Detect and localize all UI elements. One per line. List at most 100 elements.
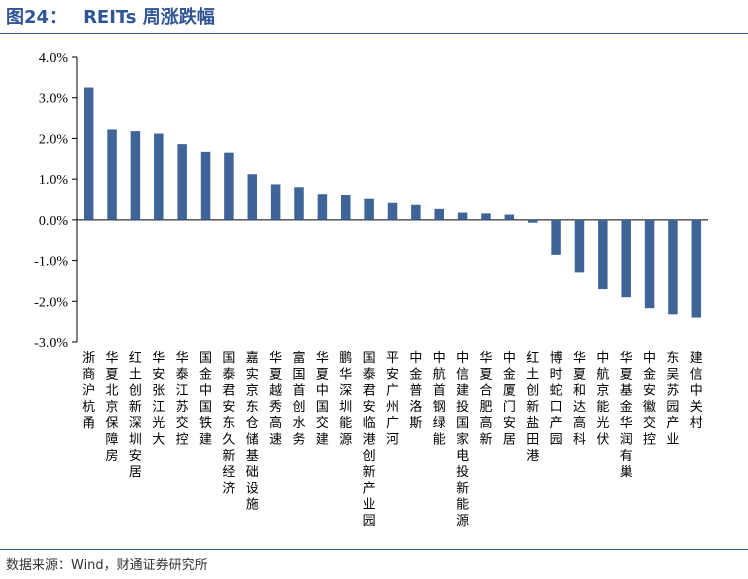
category-label-char: 新: [363, 464, 376, 480]
category-label-char: 投: [456, 464, 469, 480]
category-label-char: 久: [222, 433, 235, 448]
bar: [83, 87, 94, 220]
category-label-char: 交: [316, 415, 329, 431]
y-tick-group: 4.0% 3.0% 2.0% 1.0% 0.0% -1.0% -2.0% -3.0%: [34, 51, 77, 351]
category-label-char: 河: [386, 433, 399, 448]
category-label-char: 巢: [620, 465, 633, 480]
category-label-char: 时: [550, 367, 563, 382]
bar: [341, 195, 351, 220]
category-label-char: 能: [596, 400, 609, 415]
category-label-char: 华: [316, 351, 329, 366]
category-label-char: 安: [386, 367, 399, 382]
category-label-char: 江: [152, 400, 165, 415]
category-label-char: 务: [293, 432, 306, 448]
category-label-char: 金: [620, 399, 633, 415]
category-label-char: 控: [176, 433, 189, 448]
bar: [434, 208, 444, 220]
bar: [644, 219, 655, 309]
category-label-char: 州: [386, 400, 399, 415]
bar: [177, 144, 187, 220]
category-label-char: 京: [596, 384, 609, 399]
category-label-char: 家: [456, 432, 469, 448]
category-label-char: 国: [456, 416, 469, 431]
category-label-char: 中: [316, 384, 329, 399]
category-label-char: 创: [363, 449, 376, 464]
category-label-char: 首: [293, 384, 306, 399]
category-label-char: 东: [222, 416, 235, 431]
category-label-char: 泰: [176, 367, 189, 382]
bar: [154, 133, 164, 220]
category-label-char: 交: [176, 415, 189, 431]
category-label-char: 东: [666, 351, 679, 366]
category-label-char: 基: [246, 449, 259, 464]
bar: [574, 219, 585, 273]
y-tick-label: 3.0%: [39, 92, 69, 107]
figure-title: 图24： REITs 周涨跌幅: [6, 3, 215, 29]
category-label-char: 蛇: [550, 384, 563, 399]
category-label-char: 绿: [433, 416, 446, 431]
category-label-char: 高: [573, 415, 586, 431]
category-label-char: 港: [526, 449, 539, 464]
category-label-char: 肥: [479, 400, 492, 415]
category-label-char: 高: [479, 415, 492, 431]
category-label-char: 航: [433, 366, 446, 382]
category-label-char: 实: [246, 367, 259, 382]
category-label-char: 达: [573, 400, 586, 415]
bar: [364, 198, 374, 220]
category-label-char: 水: [293, 416, 306, 431]
category-label-char: 经: [222, 465, 235, 480]
bar: [270, 184, 281, 220]
category-label-char: 障: [106, 433, 119, 448]
category-label-char: 控: [643, 433, 656, 448]
category-label-char: 保: [106, 416, 119, 431]
category-label-char: 业: [666, 433, 679, 448]
category-label-char: 居: [503, 433, 516, 448]
category-label-char: 中: [456, 351, 469, 366]
category-label-char: 华: [620, 351, 633, 366]
category-label-char: 高: [269, 415, 282, 431]
category-label-char: 吴: [666, 367, 679, 382]
top-rule: [0, 33, 748, 34]
bar: [691, 219, 702, 318]
category-label-char: 房: [106, 448, 119, 464]
category-label-char: 储: [246, 433, 259, 448]
category-label-char: 夏: [479, 367, 492, 382]
category-label-char: 徽: [643, 400, 656, 415]
category-label-char: 厦: [503, 384, 516, 399]
category-label-char: 伏: [596, 433, 609, 448]
category-label-char: 国: [363, 351, 376, 366]
category-label-char: 金: [409, 366, 422, 382]
category-label-char: 科: [573, 433, 586, 448]
category-label-char: 张: [152, 384, 165, 399]
y-tick-label: 0.0%: [39, 214, 69, 229]
category-label-char: 斯: [409, 416, 422, 431]
category-label-char: 嘉: [246, 351, 259, 366]
category-label-char: 源: [339, 433, 352, 448]
category-label-char: 居: [129, 465, 142, 480]
category-label-char: 广: [386, 384, 399, 399]
bar: [107, 129, 117, 220]
category-label-char: 田: [526, 433, 539, 448]
category-label-char: 口: [550, 400, 563, 415]
category-label-char: 华: [479, 351, 492, 366]
category-label-char: 金: [199, 366, 212, 382]
bar: [481, 213, 491, 220]
category-label-char: 夏: [573, 367, 586, 382]
category-label-char: 苏: [666, 383, 679, 399]
category-label-char: 泰: [363, 367, 376, 382]
category-label-char: 甬: [82, 416, 95, 431]
category-label-char: 安: [129, 449, 142, 464]
category-label-char: 光: [152, 416, 165, 431]
